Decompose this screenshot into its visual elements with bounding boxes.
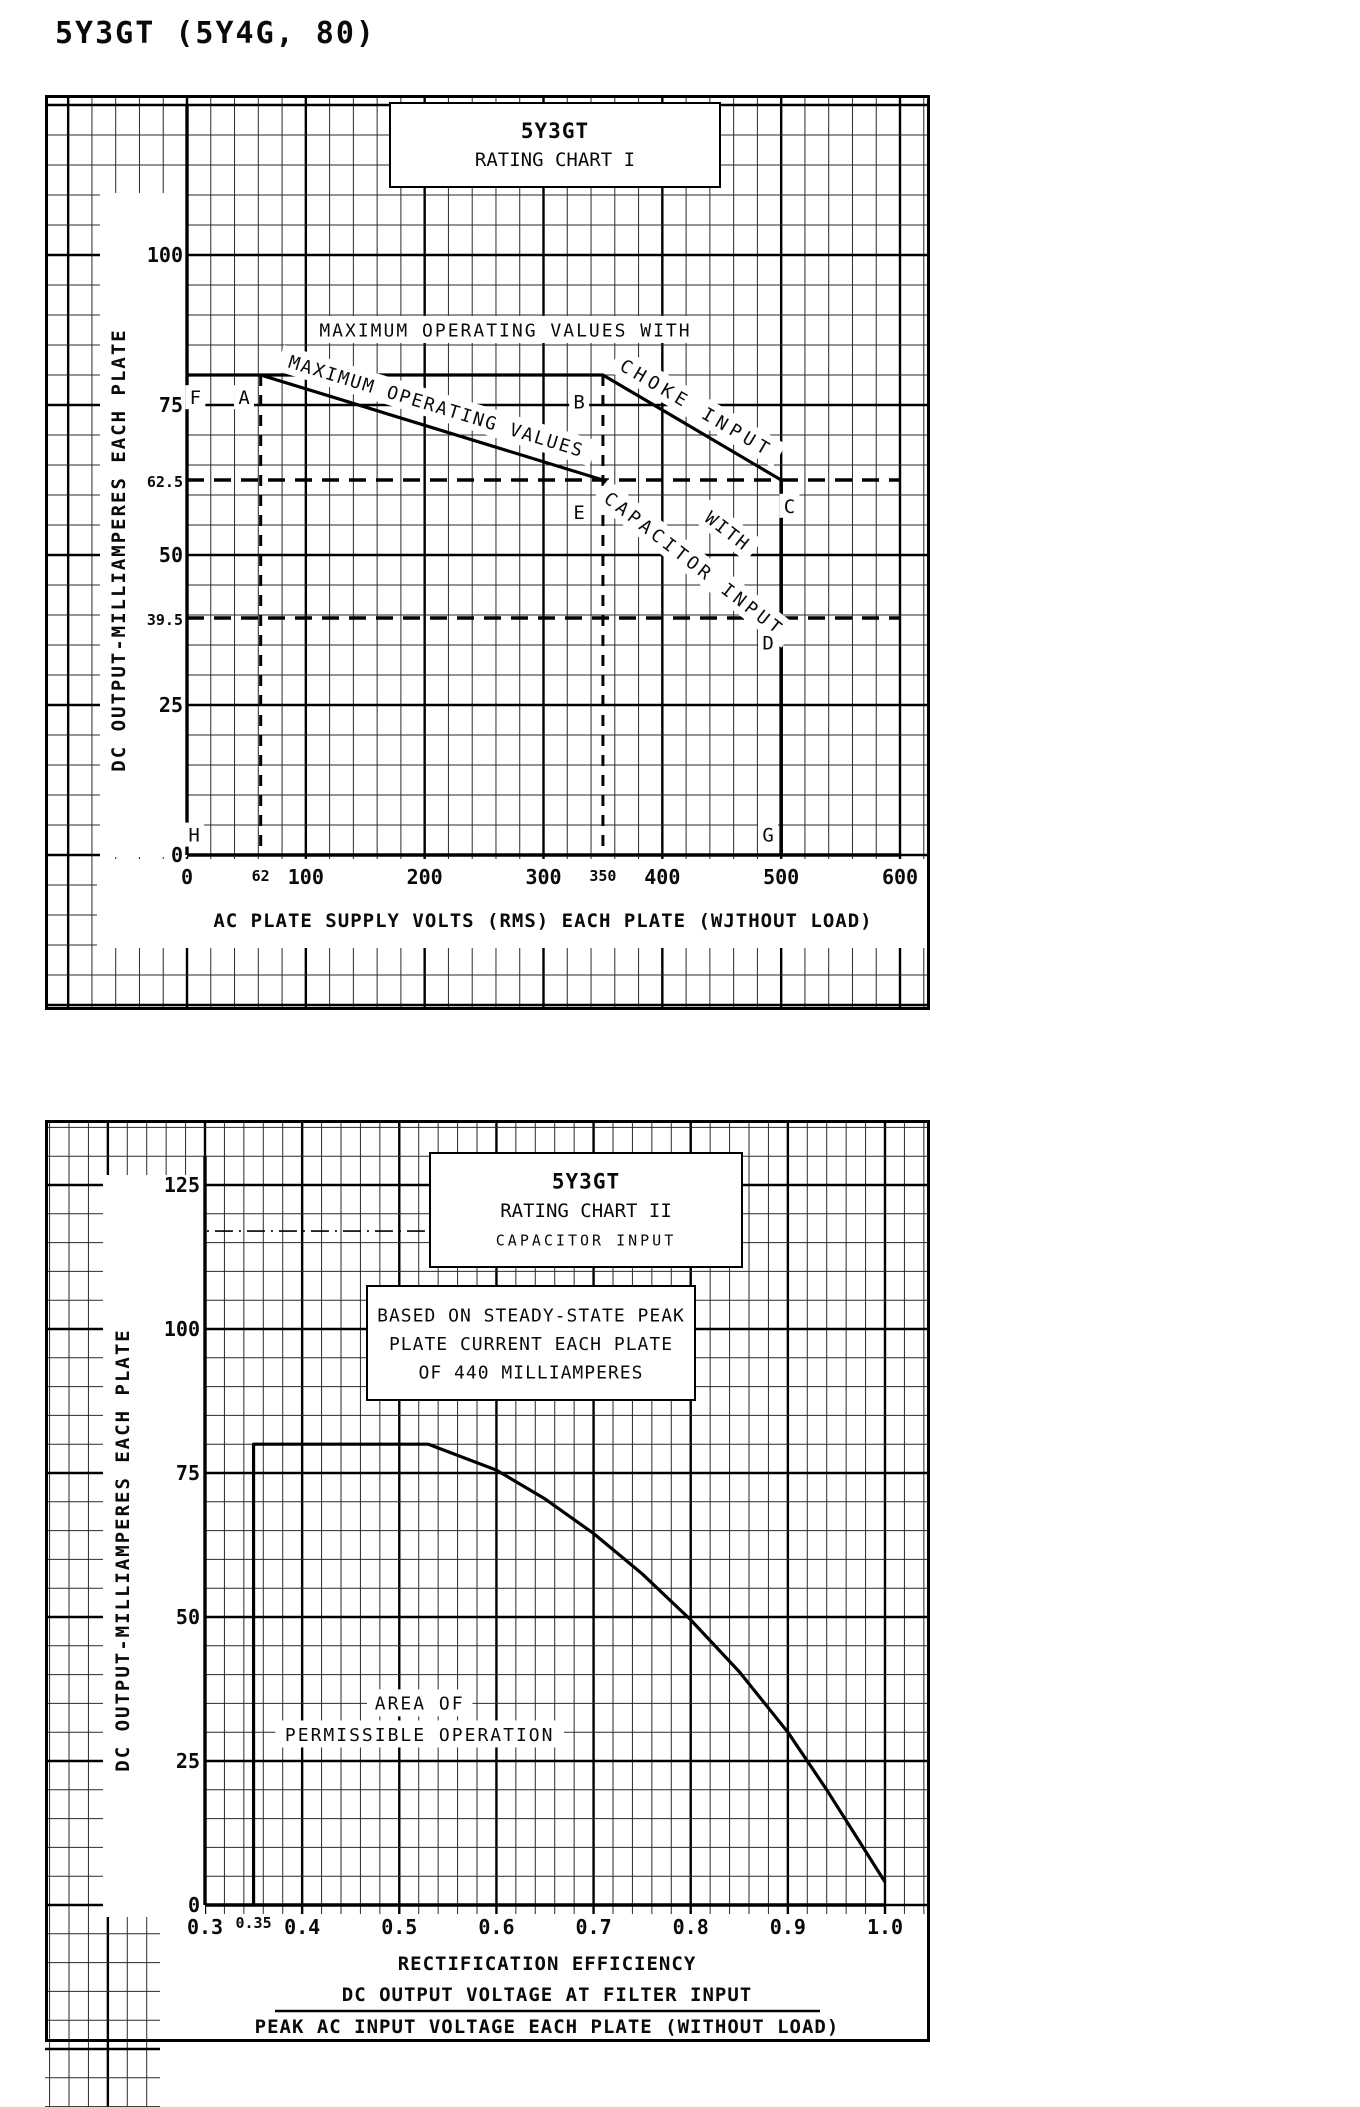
page-title: 5Y3GT (5Y4G, 80) (55, 16, 376, 51)
point-label-A: A (238, 387, 250, 409)
x-tick: 600 (882, 865, 918, 889)
x-tick: 0.6 (478, 1915, 514, 1939)
point-label-B: B (573, 391, 584, 413)
x-tick: 400 (644, 865, 680, 889)
x-tick: 0.7 (576, 1915, 612, 1939)
chart-note-box: BASED ON STEADY-STATE PEAK PLATE CURRENT … (366, 1285, 696, 1401)
chart-border (45, 1120, 930, 2042)
x-axis-title: AC PLATE SUPPLY VOLTS (RMS) EACH PLATE (… (213, 910, 872, 932)
x-axis-title-line: PEAK AC INPUT VOLTAGE EACH PLATE (WITHOU… (255, 2016, 840, 2038)
point-label-E: E (573, 502, 584, 524)
chart-title-box: 5Y3GT RATING CHART I (389, 102, 721, 188)
rating-chart-2: 5Y3GT RATING CHART II CAPACITOR INPUT BASED… (45, 1120, 930, 2107)
y-tick: 50 (159, 543, 183, 567)
x-tick: 0.3 (187, 1915, 223, 1939)
chart-title-box-line: RATING CHART II (500, 1200, 672, 1222)
svg-text:MAXIMUM OPERATING VALUES: MAXIMUM OPERATING VALUES (286, 352, 587, 462)
y-axis-title: DC OUTPUT-MILLIAMPERES EACH PLATE (112, 1328, 134, 1772)
y-tick: 50 (176, 1605, 200, 1629)
x-tick: 300 (525, 865, 561, 889)
chart-note-box-line: BASED ON STEADY-STATE PEAK (377, 1306, 685, 1327)
chart-note-box-line: PLATE CURRENT EACH PLATE (389, 1334, 673, 1355)
rating-chart-1-figure: 5Y3GT RATING CHART I MAXIMUM OPERATING VAL… (45, 95, 930, 1010)
y-tick: 75 (176, 1461, 200, 1485)
x-tick: 0.9 (770, 1915, 806, 1939)
rating-chart-1: 5Y3GT RATING CHART I MAXIMUM OPERATING VAL… (45, 95, 930, 1010)
x-tick: 350 (589, 867, 616, 885)
y-tick: 100 (147, 243, 183, 267)
x-tick: 0.4 (284, 1915, 320, 1939)
y-tick: 62.5 (147, 473, 183, 491)
chart-title-box-line: 5Y3GT (521, 119, 589, 143)
svg-text:MAXIMUM OPERATING VALUES WITH: MAXIMUM OPERATING VALUES WITH (319, 320, 691, 341)
x-tick: 0 (181, 865, 193, 889)
rating-chart-1-root: 5Y3GT RATING CHART I MAXIMUM OPERATING VAL… (45, 95, 930, 1010)
x-tick: 1.0 (867, 1915, 903, 1939)
y-tick: 0 (188, 1893, 200, 1917)
curve-label: WITH (693, 499, 763, 562)
curve-label: PERMISSIBLE OPERATION (275, 1720, 564, 1748)
x-axis-title-line: DC OUTPUT VOLTAGE AT FILTER INPUT (342, 1984, 753, 2006)
y-tick: 75 (159, 393, 183, 417)
x-tick: 200 (407, 865, 443, 889)
point-label-C: C (784, 496, 795, 518)
x-tick: 500 (763, 865, 799, 889)
chart-border (45, 95, 930, 1010)
y-tick: 39.5 (147, 611, 183, 629)
chart-title-box-line: 5Y3GT (552, 1170, 620, 1194)
chart-note-box-line: OF 440 MILLIAMPERES (419, 1363, 644, 1384)
x-tick: 0.8 (673, 1915, 709, 1939)
svg-text:PERMISSIBLE OPERATION: PERMISSIBLE OPERATION (285, 1725, 555, 1746)
y-tick: 25 (159, 693, 183, 717)
rating-chart-2-figure: 5Y3GT RATING CHART II CAPACITOR INPUT BASED… (45, 1120, 930, 2107)
x-tick: 100 (288, 865, 324, 889)
y-axis-title: DC OUTPUT-MILLIAMPERES EACH PLATE (108, 328, 130, 772)
y-tick: 100 (164, 1317, 200, 1341)
curve-label: MAXIMUM OPERATING VALUES WITH (308, 315, 702, 343)
chart-title-box-line: RATING CHART I (475, 149, 635, 171)
svg-text:CHOKE INPUT: CHOKE INPUT (616, 355, 777, 462)
curve-label: CHOKE INPUT (608, 347, 787, 468)
point-label-F: F (190, 387, 201, 409)
point-label-G: G (762, 825, 773, 847)
point-label-H: H (188, 825, 199, 847)
y-tick: 125 (164, 1173, 200, 1197)
point-label-D: D (762, 633, 773, 655)
x-tick: 0.5 (381, 1915, 417, 1939)
x-tick: 62 (252, 867, 270, 885)
rating-chart-2-root: 5Y3GT RATING CHART II CAPACITOR INPUT BASED… (45, 1120, 930, 2107)
x-tick: 0.35 (236, 1914, 272, 1932)
x-axis-title-line: RECTIFICATION EFFICIENCY (398, 1953, 697, 1975)
curve-label: AREA OF (366, 1689, 473, 1717)
chart-title-box: 5Y3GT RATING CHART II CAPACITOR INPUT (429, 1152, 743, 1268)
curve-label: CAPACITOR INPUT (591, 479, 798, 648)
y-tick: 25 (176, 1749, 200, 1773)
permissible-area-boundary (251, 1442, 887, 1905)
y-tick: 0 (171, 843, 183, 867)
svg-text:AREA OF: AREA OF (375, 1694, 465, 1715)
chart-title-box-line: CAPACITOR INPUT (496, 1232, 676, 1250)
